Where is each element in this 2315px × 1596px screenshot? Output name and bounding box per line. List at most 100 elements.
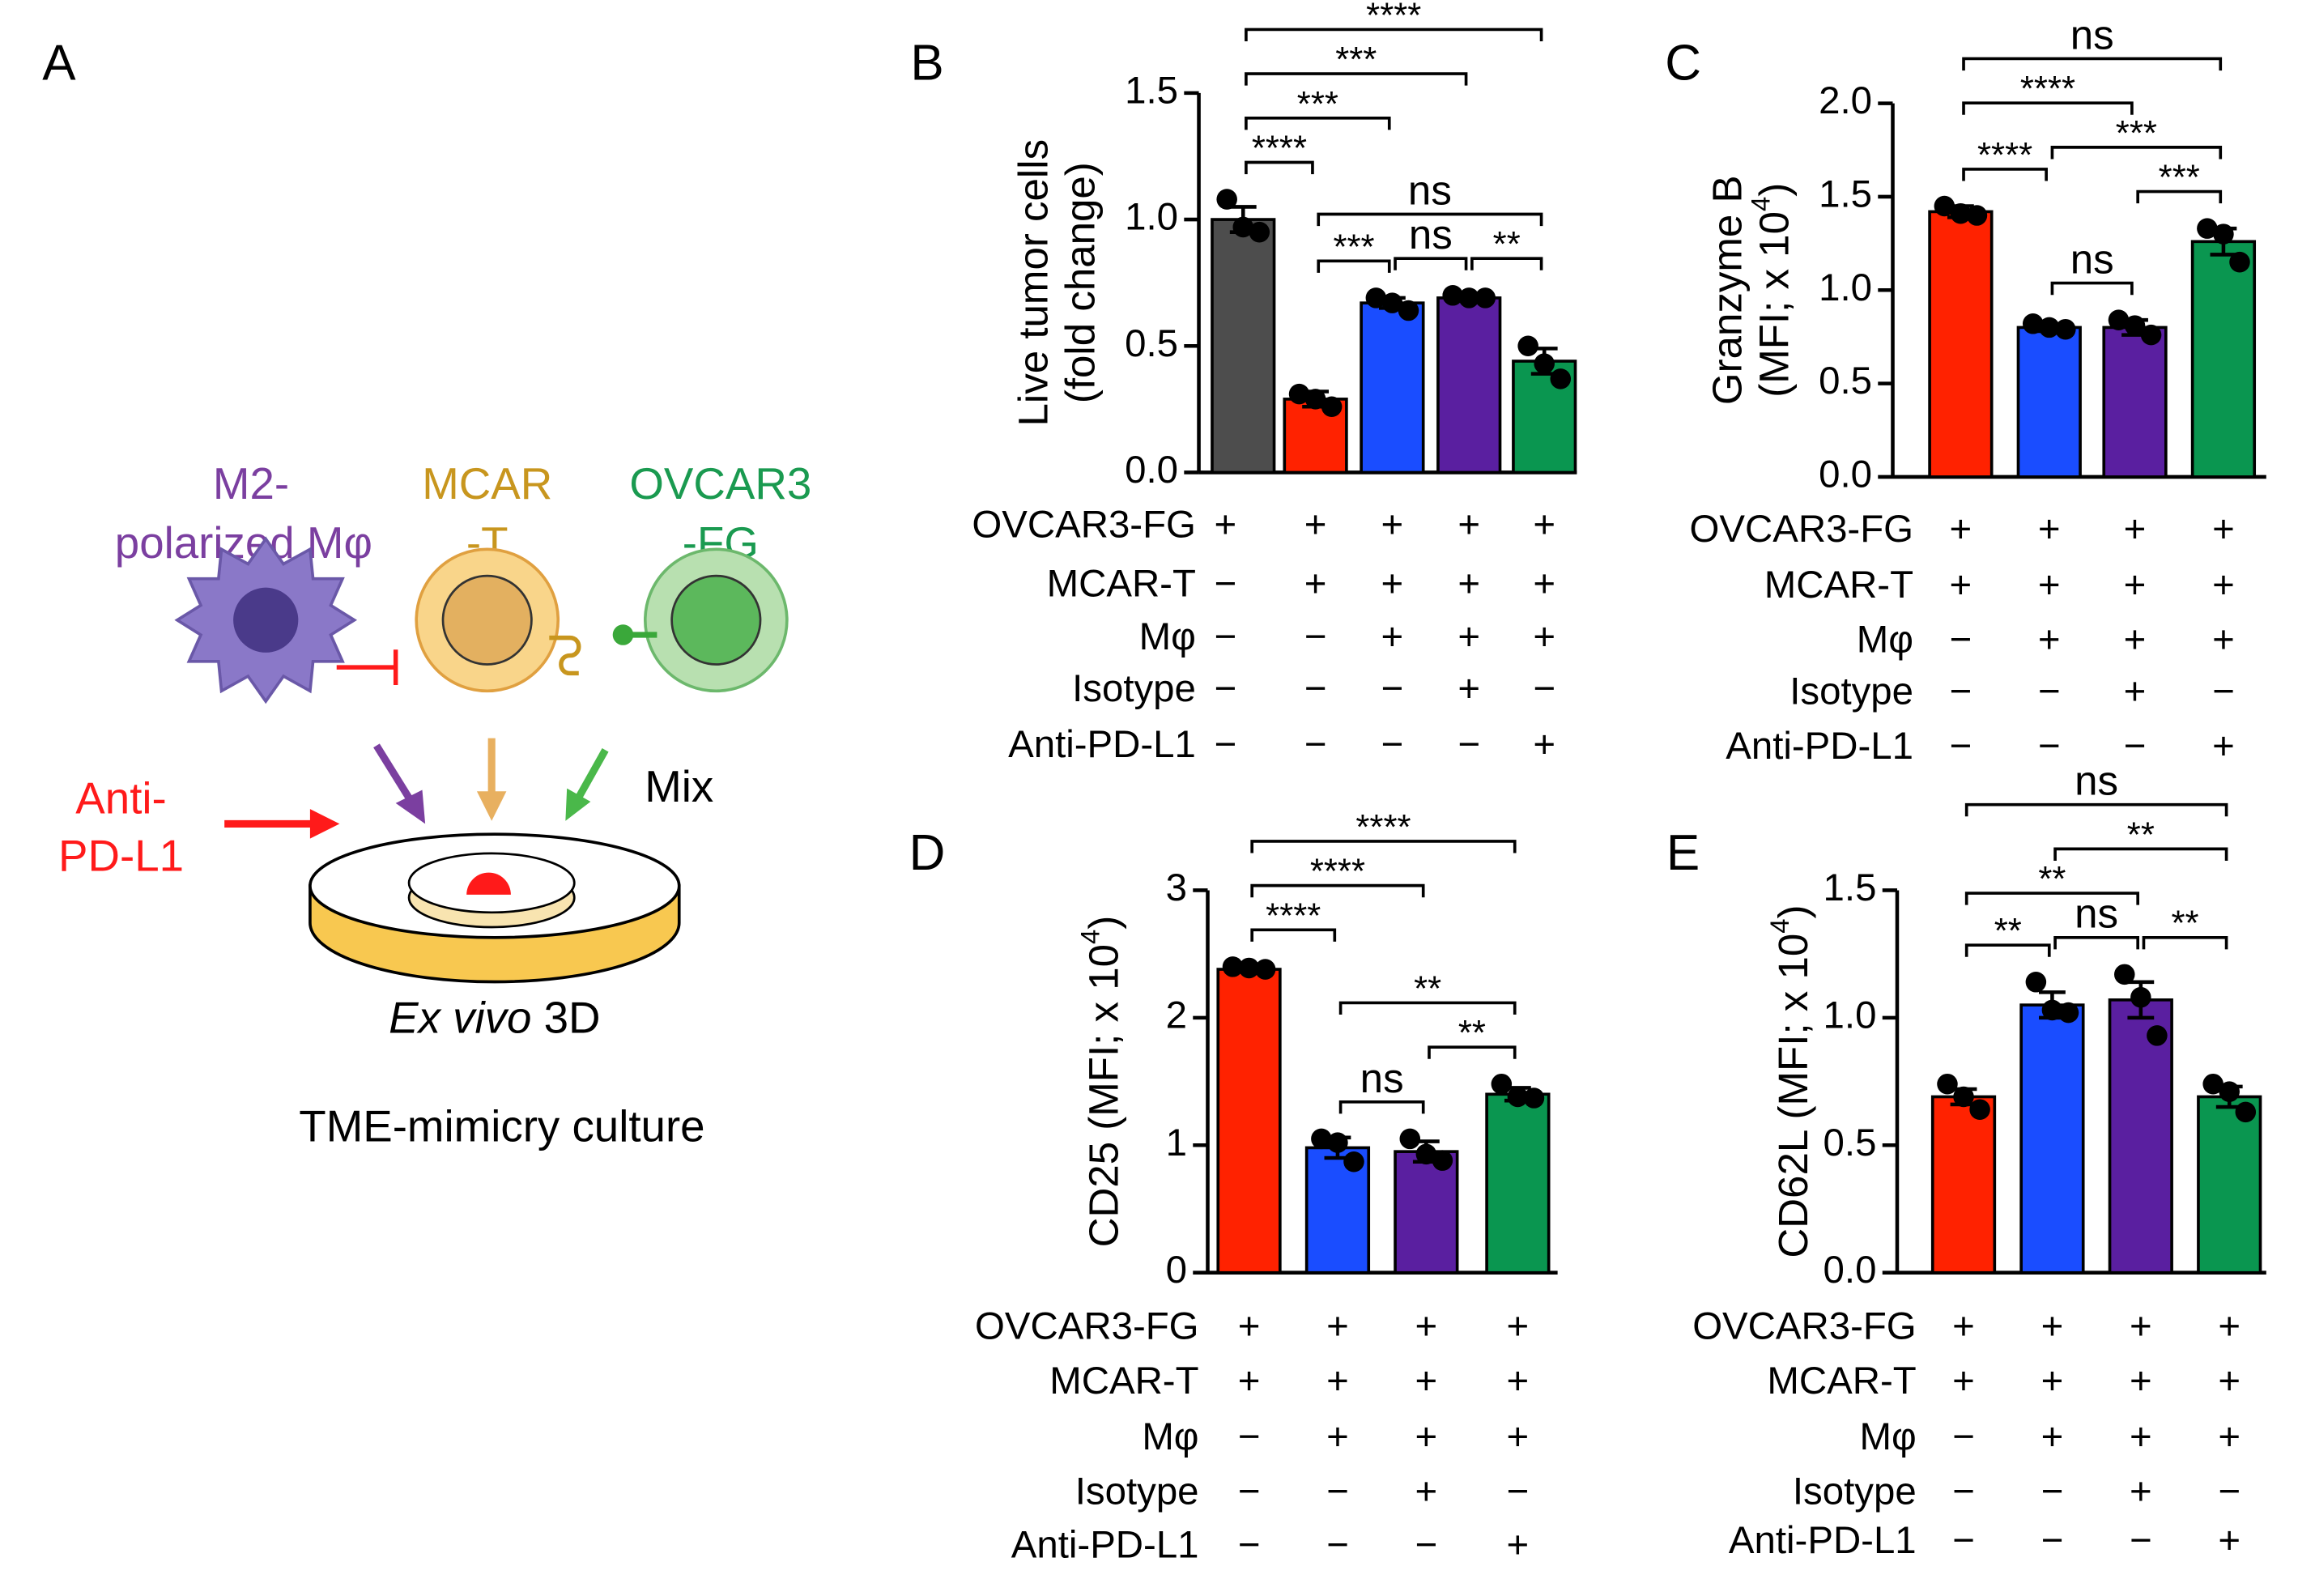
arrow: [476, 791, 507, 821]
arrow: [373, 743, 414, 802]
condition-mark: +: [1952, 1304, 1975, 1347]
condition-mark: +: [2124, 619, 2147, 662]
y-axis-label: CD62L (MFI; x 104): [1764, 904, 1816, 1258]
condition-mark: −: [1326, 1470, 1349, 1513]
y-axis-label: Live tumor cells: [1010, 139, 1056, 427]
significance-label: ****: [1355, 807, 1411, 847]
significance-label: ns: [2070, 11, 2114, 57]
bar: [1216, 968, 1282, 1275]
condition-label: Anti-PD-L1: [1011, 1523, 1199, 1566]
condition-mark: −: [2212, 670, 2235, 713]
y-tick-label: 0.5: [1823, 1121, 1877, 1164]
condition-mark: −: [2038, 670, 2061, 713]
data-point: [2025, 972, 2047, 993]
condition-mark: −: [1238, 1523, 1261, 1566]
condition-label: OVCAR3-FG: [975, 1304, 1198, 1347]
condition-mark: +: [2212, 508, 2235, 551]
y-axis-label: CD25 (MFI; x 104): [1075, 916, 1127, 1248]
culture-label: TME-mimicry culture: [299, 1100, 704, 1151]
data-point: [1442, 285, 1463, 306]
condition-mark: +: [1458, 667, 1480, 710]
condition-mark: +: [1238, 1360, 1261, 1402]
significance-label: **: [1414, 968, 1441, 1008]
significance-label: ****: [1366, 0, 1421, 35]
data-point: [2140, 324, 2162, 346]
condition-mark: −: [1304, 667, 1327, 710]
condition-mark: −: [1458, 723, 1480, 766]
data-point: [2039, 317, 2060, 338]
condition-mark: −: [1415, 1523, 1437, 1566]
condition-label: OVCAR3-FG: [972, 503, 1195, 546]
arrow: [395, 789, 426, 824]
significance-bracket: [2050, 146, 2223, 160]
condition-mark: −: [1215, 667, 1237, 710]
condition-mark: −: [1215, 615, 1237, 658]
condition-mark: +: [1458, 615, 1480, 658]
nucleus: [441, 574, 533, 666]
car-t-label: MCAR: [422, 458, 552, 509]
data-point: [1507, 1086, 1529, 1108]
condition-mark: +: [1507, 1415, 1530, 1458]
data-point: [1365, 287, 1387, 309]
significance-bracket: [1317, 259, 1391, 273]
condition-mark: +: [1507, 1523, 1530, 1566]
data-point: [1953, 1086, 1974, 1108]
data-point: [1937, 1073, 1958, 1095]
condition-mark: +: [2218, 1519, 2241, 1562]
significance-label: ns: [1408, 167, 1452, 213]
data-point: [1232, 216, 1254, 238]
condition-mark: +: [1533, 562, 1555, 605]
condition-label: Anti-PD-L1: [1008, 723, 1196, 766]
y-tick-label: 1.5: [1823, 866, 1877, 909]
condition-mark: −: [1950, 670, 1972, 713]
y-tick-label: 0.0: [1819, 453, 1872, 496]
significance-bracket: [1250, 928, 1337, 942]
condition-mark: +: [2038, 508, 2061, 551]
significance-bracket: [2053, 847, 2228, 861]
y-tick-label: 0: [1166, 1249, 1187, 1292]
data-point: [1534, 353, 1555, 374]
car-receptor: [549, 635, 581, 676]
significance-label: ns: [2075, 891, 2118, 937]
condition-mark: +: [2218, 1360, 2241, 1402]
condition-mark: +: [2130, 1304, 2152, 1347]
condition-mark: −: [2038, 725, 2061, 768]
y-axis-label-text: ): [1081, 916, 1127, 930]
bar: [2016, 326, 2082, 479]
significance-label: ****: [1310, 852, 1365, 892]
significance-bracket: [1962, 57, 2223, 71]
significance-bracket: [1338, 1001, 1517, 1015]
y-axis-label-text: (fold change): [1057, 162, 1104, 403]
condition-mark: +: [1415, 1304, 1437, 1347]
condition-mark: +: [1326, 1304, 1349, 1347]
significance-label: ****: [2020, 69, 2075, 109]
y-tick-label: 2: [1166, 994, 1187, 1036]
condition-mark: +: [2041, 1304, 2064, 1347]
panel-label: A: [42, 35, 76, 91]
condition-mark: +: [1415, 1415, 1437, 1458]
data-point: [2058, 1002, 2079, 1024]
condition-mark: +: [2041, 1415, 2064, 1458]
data-point: [1523, 1087, 1545, 1109]
data-point: [2202, 1073, 2224, 1095]
bar: [1928, 210, 1994, 479]
bar: [2197, 1095, 2262, 1275]
condition-label: MCAR-T: [1764, 564, 1913, 606]
significance-label: ns: [2070, 236, 2114, 283]
condition-mark: +: [1507, 1360, 1530, 1402]
data-point: [1550, 368, 1572, 389]
data-point: [2229, 251, 2250, 273]
significance-bracket: [2050, 281, 2134, 296]
condition-label: Mφ: [1139, 615, 1196, 658]
condition-mark: +: [2212, 564, 2235, 606]
arrow: [575, 748, 609, 799]
condition-label: MCAR-T: [1767, 1360, 1916, 1402]
condition-mark: −: [1326, 1523, 1349, 1566]
significance-bracket: [1962, 168, 2048, 181]
condition-label: Isotype: [1075, 1470, 1199, 1513]
condition-label: Isotype: [1793, 1470, 1917, 1513]
data-point: [1399, 1128, 1421, 1150]
condition-mark: −: [2124, 725, 2147, 768]
condition-label: Anti-PD-L1: [1729, 1519, 1917, 1562]
data-point: [2022, 313, 2044, 334]
